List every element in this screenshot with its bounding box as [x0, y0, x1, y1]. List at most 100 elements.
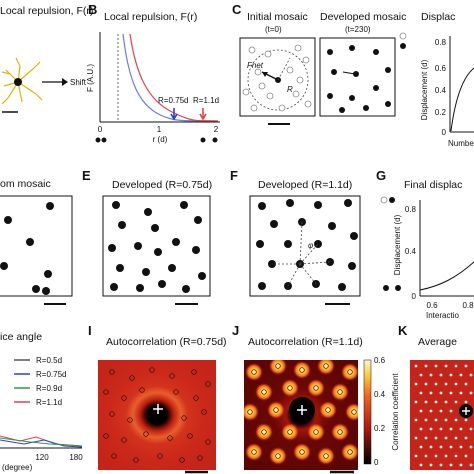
panel-g-title: Final displac — [404, 179, 462, 191]
panel-b-marker-red-label: R=1.1d — [193, 96, 219, 105]
panel-f-title: Developed (R=1.1d) — [258, 179, 352, 191]
panel-d: om mosaic — [0, 178, 73, 305]
autocorrelation-11-hot-spots — [244, 360, 358, 465]
panel-g-xtick-0: 0.6 — [426, 301, 438, 310]
panel-h-title: ice angle — [0, 331, 42, 343]
panel-b-xtick-2: 2 — [214, 125, 219, 134]
panel-h-xlabel: (degree) — [2, 463, 33, 472]
radius-line — [277, 57, 291, 81]
neuron-icon — [1, 57, 43, 105]
panel-j-label: J — [232, 323, 239, 338]
panel-c2: Displac Displacement (d) 0 0.2 0.4 0.6 0… — [420, 11, 474, 148]
panel-g-legend-dot-c — [395, 285, 401, 291]
panel-b-xtick-0: 0 — [98, 125, 103, 134]
panel-f-label: F — [230, 168, 238, 183]
legend-developed-dot — [400, 43, 406, 49]
autocorrelation-075-peaks — [103, 367, 211, 463]
panel-c2-title: Displac — [421, 11, 455, 23]
repulsion-radius-circle — [247, 49, 309, 111]
panel-b-title: Local repulsion, F(r) — [104, 11, 197, 23]
panel-g-ytick-2: 0.8 — [405, 205, 417, 214]
shift-arrowhead — [62, 78, 68, 86]
colorbar-tick-0: 0.6 — [374, 356, 386, 365]
panel-c2-ytick-3: 0.6 — [435, 64, 447, 73]
panel-g-xtick-1: 0.8 — [462, 301, 474, 310]
dot-pair-left-b — [101, 137, 107, 143]
random-mosaic-frame — [0, 195, 73, 297]
panel-f: F Developed (R=1.1d) φ — [230, 168, 361, 305]
autocorrelation-075-map — [98, 360, 216, 470]
panel-h-xtick-0: 120 — [35, 453, 49, 462]
panel-c: C Initial mosaic (t=0) Developed mosaic … — [232, 2, 407, 125]
panel-k-label: K — [398, 323, 408, 338]
radius-label: R — [287, 85, 293, 94]
panel-b-curve-red — [129, 33, 219, 122]
legend-entry-2: R=0.9d — [36, 384, 62, 393]
panel-j-center-cross — [297, 405, 307, 415]
panel-h-legend: R=0.5d R=0.75d R=0.9d R=1.1d — [14, 356, 66, 407]
autocorrelation-11-peaks — [247, 363, 357, 459]
fnet-arrowhead — [262, 72, 268, 77]
panel-c-label: C — [232, 2, 242, 17]
panel-j-title: Autocorrelation (R=1.1d) — [248, 336, 363, 348]
initial-mosaic-cells — [242, 44, 312, 112]
panel-k-center-cross — [462, 407, 470, 415]
dot-pair-right-a — [200, 137, 206, 143]
panel-b-xlabel: r (d) — [153, 135, 168, 144]
colorbar-label: Correlation coefficient — [391, 373, 400, 451]
panel-k-title: Average — [418, 336, 457, 348]
panel-h-xtick-1: 180 — [69, 453, 83, 462]
panel-i-title: Autocorrelation (R=0.75d) — [106, 336, 227, 348]
random-mosaic-cells — [0, 202, 54, 295]
panel-i: I Autocorrelation (R=0.75d) — [88, 323, 227, 474]
panel-c-sub-left: (t=0) — [265, 25, 282, 34]
panel-e-title: Developed (R=0.75d) — [112, 179, 212, 191]
panel-j: J Autocorrelation (R=1.1d) 0.6 0.4 0.2 — [232, 323, 400, 474]
developed-11-cells — [256, 199, 358, 291]
legend-entry-1: R=0.75d — [36, 370, 66, 379]
panel-c-title-right: Developed mosaic — [320, 11, 406, 23]
colorbar — [363, 359, 372, 465]
panel-g-xlabel: Interactio — [426, 311, 459, 320]
panel-c2-ylabel: Displacement (d) — [420, 59, 429, 120]
panel-b: B Local repulsion, F(r) F (A.U.) R=0.75d… — [86, 2, 220, 144]
panel-i-center-cross — [153, 404, 163, 414]
colorbar-tick-2: 0.2 — [374, 424, 386, 433]
panel-b-ylabel: F (A.U.) — [86, 64, 95, 92]
developed-075-frame — [102, 195, 211, 297]
lattice-angle-symbol: φ — [308, 241, 313, 250]
panel-c2-curve — [450, 67, 474, 132]
panel-g-ylabel: Displacement (d) — [393, 214, 402, 275]
panel-b-marker-blue-label: R=0.75d — [158, 96, 188, 105]
panel-c-title-left: Initial mosaic — [247, 11, 308, 23]
developed-11-frame — [249, 195, 361, 297]
panel-b-xtick-1: 1 — [157, 125, 162, 134]
panel-e: E Developed (R=0.75d) — [82, 168, 212, 305]
panel-g-legend-dot-b — [383, 285, 389, 291]
legend-entry-3: R=1.1d — [36, 398, 62, 407]
panel-d-title: om mosaic — [0, 178, 51, 190]
panel-c2-ytick-0: 0 — [442, 128, 447, 137]
panel-i-label: I — [88, 323, 92, 338]
lattice-angle-lines — [272, 221, 331, 287]
panel-h-curve-green — [0, 437, 83, 447]
panel-c2-ytick-4: 0.8 — [435, 38, 447, 47]
panel-c2-ytick-1: 0.2 — [435, 108, 447, 117]
panel-g-legend-dot-a — [389, 197, 395, 203]
fnet-label: Fnet — [247, 61, 264, 70]
panel-h-curve-blue — [0, 439, 83, 448]
panel-g-label: G — [376, 168, 386, 183]
colorbar-tick-3: 0 — [374, 458, 379, 467]
panel-c2-xlabel: Numbe — [448, 139, 474, 148]
developed-mosaic-cells — [327, 45, 391, 113]
panel-b-curve-blue — [122, 33, 219, 122]
panel-h: ice angle R=0.5d R=0.75d R=0.9d R=1.1d 1… — [0, 331, 83, 472]
legend-initial-dot — [399, 32, 407, 40]
panel-g-ytick-0: 0 — [412, 292, 417, 301]
colorbar-tick-1: 0.4 — [374, 390, 386, 399]
panel-c-sub-right: (t=230) — [345, 25, 371, 34]
developed-shift-arrow — [342, 71, 356, 75]
panel-b-arrow-blue — [170, 108, 178, 121]
dot-pair-left-a — [95, 137, 101, 143]
panel-a-title: Local repulsion, F(r) — [0, 5, 93, 17]
